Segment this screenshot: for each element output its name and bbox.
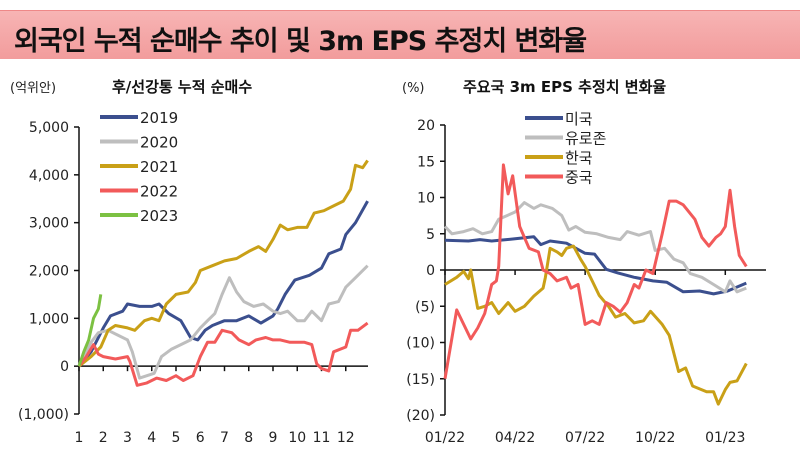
left-series-line-2019 <box>77 200 369 368</box>
right-y-tick-label: (20) <box>406 408 435 424</box>
right-x-tick-label: 04/22 <box>495 430 535 446</box>
right-x-tick-label: 01/22 <box>425 430 465 446</box>
right-legend-label: 중국 <box>565 169 593 187</box>
right-chart-title: 주요국 3m EPS 추정치 변화율 <box>463 78 666 96</box>
left-x-tick-label: 9 <box>269 430 278 446</box>
right-y-tick-label: 15 <box>417 154 435 170</box>
right-y-tick-label: 20 <box>417 118 435 134</box>
right-series-line-한국 <box>444 244 748 406</box>
right-legend-label: 미국 <box>565 110 593 128</box>
left-y-tick-label: 2,000 <box>29 264 69 280</box>
left-y-tick-label: 1,000 <box>29 311 69 327</box>
right-legend-label: 유로존 <box>565 130 607 148</box>
left-x-tick-label: 6 <box>196 430 205 446</box>
left-x-tick-label: 10 <box>288 430 306 446</box>
right-x-tick-label: 01/23 <box>705 430 745 446</box>
left-y-tick-label: 3,000 <box>29 216 69 232</box>
left-x-tick-label: 7 <box>220 430 229 446</box>
left-legend-label: 2020 <box>140 134 178 152</box>
left-x-tick-label: 3 <box>123 430 132 446</box>
right-x-tick-label: 07/22 <box>565 430 605 446</box>
page-title: 외국인 누적 순매수 추이 및 3m EPS 추정치 변화율 <box>14 26 587 57</box>
header-banner: 외국인 누적 순매수 추이 및 3m EPS 추정치 변화율 <box>0 10 800 59</box>
left-y-tick-label: 0 <box>60 359 69 375</box>
left-legend-label: 2021 <box>140 158 178 176</box>
left-legend-label: 2019 <box>140 109 178 127</box>
left-x-tick-label: 12 <box>337 430 355 446</box>
left-x-tick-label: 8 <box>244 430 253 446</box>
left-x-tick-label: 11 <box>313 430 331 446</box>
left-series-line-2023 <box>77 294 103 367</box>
right-series-line-유로존 <box>443 201 747 294</box>
right-y-tick-label: 0 <box>426 263 435 279</box>
left-y-tick-label: 4,000 <box>29 168 69 184</box>
left-series-line-2021 <box>78 159 369 368</box>
left-x-tick-label: 1 <box>75 430 84 446</box>
left-chart-title: 후/선강통 누적 순매수 <box>112 78 252 96</box>
left-y-tick-label: (1,000) <box>18 407 69 423</box>
right-y-tick-label: 10 <box>417 191 435 207</box>
right-series-line-중국 <box>443 163 748 380</box>
left-x-tick-label: 5 <box>172 430 181 446</box>
right-y-tick-label: (15) <box>406 372 435 388</box>
right-ylabel: (%) <box>402 81 425 96</box>
right-x-tick-label: 10/22 <box>635 430 675 446</box>
right-y-tick-label: 5 <box>426 227 435 243</box>
left-ylabel: (억위안) <box>10 81 56 96</box>
left-y-tick-label: 5,000 <box>29 120 69 136</box>
left-legend-label: 2022 <box>140 183 178 201</box>
left-series-line-2022 <box>77 321 369 387</box>
left-x-tick-label: 4 <box>147 430 156 446</box>
left-series-line-2020 <box>77 264 369 380</box>
left-legend-label: 2023 <box>140 207 178 225</box>
right-y-tick-label: (10) <box>406 336 435 352</box>
right-legend-label: 한국 <box>565 149 593 167</box>
right-y-tick-label: (5) <box>415 299 435 315</box>
left-x-tick-label: 2 <box>99 430 108 446</box>
